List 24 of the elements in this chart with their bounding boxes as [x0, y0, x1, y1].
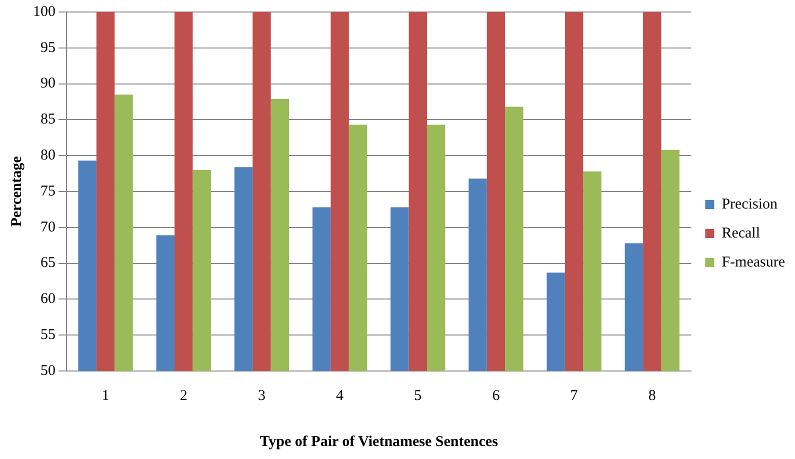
x-tick-label: 5: [414, 388, 422, 404]
y-tick-label: 95: [40, 40, 56, 56]
x-tick-label: 8: [648, 388, 656, 404]
y-tick-label: 55: [40, 327, 56, 344]
legend-label: Precision: [722, 196, 778, 212]
x-tick-label: 1: [102, 388, 110, 404]
legend-label: Recall: [722, 225, 760, 242]
y-tick-label: 50: [40, 362, 56, 379]
x-tick-label: 6: [492, 388, 500, 404]
x-tick-label: 7: [570, 388, 578, 404]
y-tick-label: 100: [33, 4, 56, 20]
y-tick-label: 60: [40, 291, 56, 308]
legend-label: F-measure: [722, 254, 786, 270]
y-tick-label: 70: [40, 219, 56, 236]
y-tick-label: 85: [40, 112, 56, 128]
x-tick-label: 4: [336, 388, 344, 404]
y-tick-label: 80: [40, 148, 56, 164]
x-tick-label: 3: [258, 388, 266, 404]
x-tick-label: 2: [180, 388, 188, 404]
y-axis-title: Percentage: [8, 156, 25, 227]
y-tick-label: 75: [40, 183, 56, 200]
y-tick-label: 90: [40, 76, 56, 92]
x-axis-title: Type of Pair of Vietnamese Sentences: [260, 434, 498, 450]
y-tick-label: 65: [40, 255, 56, 272]
